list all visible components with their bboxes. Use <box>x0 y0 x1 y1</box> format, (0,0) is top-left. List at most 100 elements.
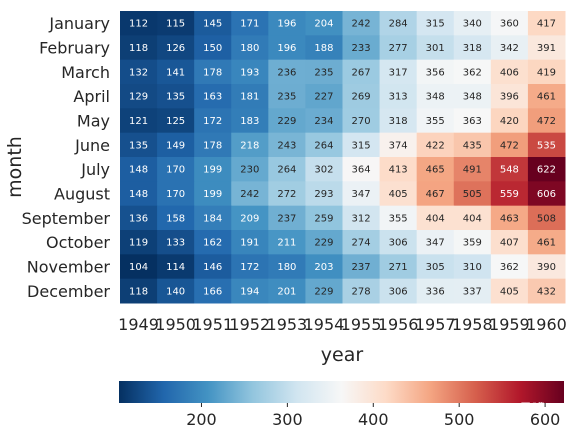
cell-value-label: 199 <box>203 189 222 200</box>
cell-value-label: 141 <box>166 67 185 78</box>
heatmap-cell <box>231 59 269 85</box>
heatmap-cell <box>268 35 306 61</box>
cell-value-label: 301 <box>426 43 445 54</box>
heatmap-cell <box>268 11 306 36</box>
cell-value-label: 270 <box>351 116 370 127</box>
heatmap-cell <box>268 157 306 182</box>
x-tick-label: 1952 <box>229 315 270 334</box>
heatmap-cell <box>194 84 232 109</box>
cell-value-label: 347 <box>426 238 445 249</box>
cell-value-label: 183 <box>240 116 259 127</box>
heatmap-cell <box>453 254 492 280</box>
x-tick-label: 1953 <box>267 315 308 334</box>
cell-value-label: 390 <box>537 262 556 273</box>
cell-value-label: 229 <box>314 286 333 297</box>
cell-value-label: 229 <box>277 116 296 127</box>
x-tick-label: 1954 <box>304 315 345 334</box>
heatmap-cell <box>379 254 418 280</box>
cell-value-label: 269 <box>351 92 370 103</box>
heatmap-cell <box>120 108 158 134</box>
cell-value-label: 417 <box>537 19 556 30</box>
heatmap-cell <box>231 181 269 207</box>
cell-value-label: 622 <box>537 165 556 176</box>
heatmap-cell <box>157 11 195 36</box>
heatmap-cell <box>379 278 418 304</box>
heatmap-cell <box>490 84 529 109</box>
heatmap-cell <box>305 11 343 36</box>
cell-value-label: 317 <box>389 67 408 78</box>
heatmap-cell <box>342 157 381 182</box>
cell-value-label: 218 <box>240 140 259 151</box>
cell-value-label: 348 <box>463 92 482 103</box>
heatmap-cell <box>268 181 306 207</box>
heatmap-cell <box>342 108 381 134</box>
cell-value-label: 229 <box>314 238 333 249</box>
y-tick-label: June <box>74 136 110 155</box>
heatmap-cell <box>453 230 492 255</box>
cell-value-label: 193 <box>240 67 259 78</box>
cell-value-label: 467 <box>426 189 445 200</box>
heatmap-cell <box>305 84 343 109</box>
heatmap-cell <box>157 84 195 109</box>
cell-value-label: 264 <box>277 165 296 176</box>
heatmap-cell <box>268 108 306 134</box>
heatmap-cell <box>379 157 418 182</box>
cell-value-label: 203 <box>314 262 333 273</box>
y-tick-labels: January February March April May June July Augu… <box>22 14 111 301</box>
x-tick-label: 1951 <box>192 315 233 334</box>
cell-value-label: 235 <box>314 67 333 78</box>
heatmap-cell <box>527 278 566 304</box>
cell-value-label: 163 <box>203 92 222 103</box>
heatmap-cell <box>527 59 566 85</box>
cell-value-label: 227 <box>314 92 333 103</box>
cell-value-label: 170 <box>166 165 185 176</box>
heatmap-cell <box>342 254 381 280</box>
cell-value-label: 342 <box>500 43 519 54</box>
colorbar-tick-label: 200 <box>186 410 217 429</box>
heatmap-cell <box>120 132 158 158</box>
cell-value-label: 119 <box>129 238 148 249</box>
cell-value-label: 170 <box>166 189 185 200</box>
cell-value-label: 188 <box>314 43 333 54</box>
heatmap-cell <box>416 254 455 280</box>
cell-value-label: 293 <box>314 189 333 200</box>
cell-value-label: 420 <box>500 116 519 127</box>
heatmap-cells <box>120 11 566 304</box>
x-tick-label: 1949 <box>118 315 159 334</box>
heatmap-cell <box>527 157 566 182</box>
heatmap-cell <box>157 59 195 85</box>
heatmap-cell <box>453 157 492 182</box>
cell-value-label: 435 <box>463 140 482 151</box>
heatmap-cell <box>527 84 566 109</box>
cell-value-label: 404 <box>426 213 445 224</box>
heatmap-cell <box>231 108 269 134</box>
y-tick-label: December <box>27 282 110 301</box>
cell-value-label: 132 <box>129 67 148 78</box>
cell-value-label: 196 <box>277 19 296 30</box>
heatmap-cell <box>379 11 418 36</box>
heatmap-cell <box>342 230 381 255</box>
heatmap-cell <box>231 230 269 255</box>
heatmap-cell <box>342 59 381 85</box>
y-tick-label: October <box>46 233 110 252</box>
cell-value-label: 363 <box>463 116 482 127</box>
heatmap-cell <box>342 132 381 158</box>
cell-value-label: 234 <box>314 116 333 127</box>
heatmap-cell <box>527 108 566 134</box>
heatmap-cell <box>379 35 418 61</box>
cell-value-label: 305 <box>426 262 445 273</box>
cell-value-label: 419 <box>537 67 556 78</box>
cell-value-label: 355 <box>389 213 408 224</box>
cell-value-label: 278 <box>351 286 370 297</box>
heatmap-cell <box>268 278 306 304</box>
cell-value-label: 125 <box>166 116 185 127</box>
cell-value-label: 284 <box>389 19 408 30</box>
y-tick-label: November <box>27 258 111 277</box>
x-tick-label: 1959 <box>489 315 530 334</box>
cell-value-label: 237 <box>277 213 296 224</box>
cell-value-label: 364 <box>351 165 370 176</box>
heatmap-cell <box>490 11 529 36</box>
y-tick-label: August <box>54 185 110 204</box>
cell-value-label: 413 <box>389 165 408 176</box>
heatmap-cell <box>342 84 381 109</box>
